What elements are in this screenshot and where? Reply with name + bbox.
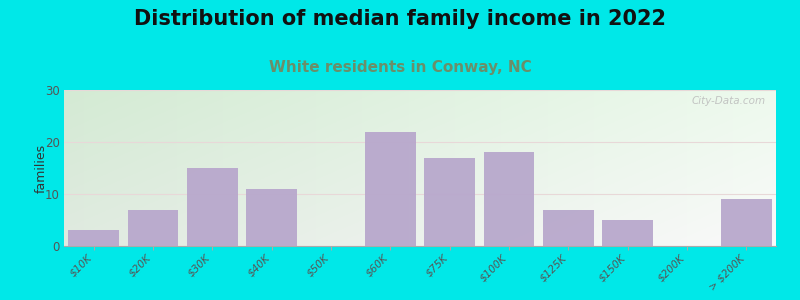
- Bar: [128, 210, 178, 246]
- Text: White residents in Conway, NC: White residents in Conway, NC: [269, 60, 531, 75]
- Bar: [365, 132, 415, 246]
- Bar: [425, 158, 475, 246]
- Bar: [246, 189, 297, 246]
- Y-axis label: families: families: [34, 143, 47, 193]
- Text: City-Data.com: City-Data.com: [691, 96, 766, 106]
- Bar: [69, 230, 119, 246]
- Bar: [543, 210, 594, 246]
- Bar: [187, 168, 238, 246]
- Bar: [721, 199, 771, 246]
- Bar: [602, 220, 653, 246]
- Text: Distribution of median family income in 2022: Distribution of median family income in …: [134, 9, 666, 29]
- Bar: [484, 152, 534, 246]
